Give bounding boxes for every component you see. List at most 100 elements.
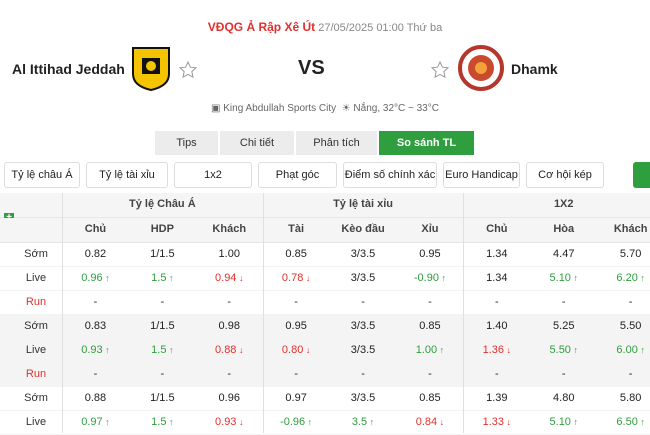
odds-cell: 1/1.5 bbox=[150, 320, 175, 332]
row-label: Sớm bbox=[24, 320, 48, 332]
away-team[interactable]: Dhamk bbox=[511, 61, 558, 77]
odds-cell: 0.82 bbox=[84, 248, 107, 260]
odds-cell: 0.93 bbox=[62, 339, 129, 362]
row-label: Sớm bbox=[24, 392, 48, 404]
venue-info: ▣ King Abdullah Sports City ☀ Nắng, 32°C… bbox=[211, 103, 439, 114]
favorite-star[interactable] bbox=[431, 61, 449, 79]
tabs: Tips Chi tiết Phân tích So sánh TL bbox=[155, 131, 474, 155]
odds-cell: - bbox=[495, 296, 499, 308]
odds-cell: 0.78 bbox=[263, 267, 330, 290]
filter-button[interactable]: Euro Handicap bbox=[443, 162, 520, 188]
column-header: Xỉu bbox=[421, 223, 439, 235]
odds-cell: 1.34 bbox=[486, 272, 508, 284]
group-header: Tỷ lệ Châu Á bbox=[129, 198, 196, 210]
odds-cell: - bbox=[294, 368, 298, 380]
filter-button[interactable]: 1x2 bbox=[174, 162, 252, 188]
weather: Nắng, 32°C ~ 33°C bbox=[353, 103, 439, 114]
odds-cell: 0.85 bbox=[285, 248, 307, 260]
odds-cell: - bbox=[294, 296, 298, 308]
league[interactable]: VĐQG Ả Rập Xê Út bbox=[207, 20, 316, 34]
odds-cell: - bbox=[428, 368, 432, 380]
odds-row: Run - - - - - - - - - bbox=[0, 363, 650, 387]
column-divider bbox=[262, 193, 264, 433]
odds-cell: 1.36 bbox=[463, 339, 530, 362]
row-label: Live bbox=[25, 416, 47, 428]
column-header: Khách bbox=[212, 223, 247, 235]
odds-cell: - bbox=[561, 368, 566, 380]
odds-cell: 0.96 bbox=[62, 267, 129, 290]
match-info: VĐQG Ả Rập Xê Út 27/05/2025 01:00 Thứ ba bbox=[0, 20, 650, 34]
row-label: Run bbox=[25, 368, 47, 380]
odds-cell: - bbox=[428, 296, 432, 308]
vs: VS bbox=[298, 57, 325, 79]
odds-cell: 1.5 bbox=[129, 267, 196, 290]
column-header: HDP bbox=[150, 223, 174, 235]
odds-cell: 0.80 bbox=[263, 339, 330, 362]
odds-cell: 5.50 bbox=[530, 339, 597, 362]
odds-row: Live 0.931.50.880.80 3/3.5 1.001.365.506.00 bbox=[0, 339, 650, 363]
odds-cell: 6.20 bbox=[597, 267, 650, 290]
odds-cell: 0.97 bbox=[285, 392, 307, 404]
odds-row: Sớm 0.88 1/1.5 0.96 0.97 3/3.5 0.85 1.39 4.80 5.8… bbox=[0, 387, 650, 411]
odds-cell: 1.39 bbox=[486, 392, 508, 404]
odds-cell: - bbox=[561, 296, 566, 308]
odds-cell: - bbox=[628, 368, 633, 380]
column-header: Khách bbox=[613, 223, 648, 235]
home-team[interactable]: Al Ittihad Jeddah bbox=[12, 61, 125, 77]
odds-cell: - bbox=[93, 296, 98, 308]
odds-cell: 0.96 bbox=[218, 392, 240, 404]
odds-cell: 6.50 bbox=[597, 411, 650, 434]
group-header: Tỷ lệ tài xỉu bbox=[333, 198, 393, 210]
odds-cell: 0.88 bbox=[84, 392, 107, 404]
favorite-star[interactable] bbox=[179, 61, 197, 79]
odds-cell: - bbox=[361, 368, 365, 380]
odds-cell: 1.40 bbox=[486, 320, 508, 332]
odds-cell: 1/1.5 bbox=[150, 392, 175, 404]
filter-button[interactable]: Tỷ lệ tài xỉu bbox=[86, 162, 168, 188]
odds-cell: 0.88 bbox=[196, 339, 263, 362]
tab[interactable]: Chi tiết bbox=[220, 131, 294, 155]
column-header: Tài bbox=[288, 223, 305, 235]
odds-cell: 3/3.5 bbox=[350, 392, 376, 404]
odds-cell: 1/1.5 bbox=[150, 248, 175, 260]
home-logo bbox=[132, 47, 170, 92]
filter-button[interactable]: Điểm số chính xác bbox=[343, 162, 437, 188]
away-logo bbox=[458, 45, 504, 91]
odds-cell: 4.80 bbox=[553, 392, 575, 404]
odds-cell: 5.50 bbox=[619, 320, 642, 332]
odds-row: Live 0.971.50.93-0.963.50.841.335.106.50 bbox=[0, 411, 650, 435]
odds-cell: - bbox=[628, 296, 633, 308]
odds-cell: 1.00 bbox=[397, 339, 464, 362]
odds-cell: -0.96 bbox=[263, 411, 330, 434]
odds-cell: - bbox=[160, 368, 165, 380]
odds-row: Sớm 0.83 1/1.5 0.98 0.95 3/3.5 0.85 1.40 5.25 5.5… bbox=[0, 315, 650, 339]
odds-cell: 1.00 bbox=[218, 248, 240, 260]
odds-cell: 3/3.5 bbox=[350, 248, 376, 260]
filter-button[interactable]: Phạt góc bbox=[258, 162, 337, 188]
odds-cell: 1.33 bbox=[463, 411, 530, 434]
filters: Tỷ lệ châu Á Tỷ lệ tài xỉu 1x2 Phạt góc Điểm… bbox=[4, 162, 604, 188]
odds-cell: 5.10 bbox=[530, 267, 597, 290]
column-header: Kèo đầu bbox=[341, 223, 385, 235]
tab[interactable]: Phân tích bbox=[296, 131, 377, 155]
tab[interactable]: Tips bbox=[155, 131, 218, 155]
odds-cell: 0.98 bbox=[218, 320, 240, 332]
odds-cell: 0.94 bbox=[196, 267, 263, 290]
odds-table: +Tỷ lệ Châu ÁTỷ lệ tài xỉu1X2ChủHDPKhách… bbox=[0, 193, 650, 435]
odds-cell: 0.97 bbox=[62, 411, 129, 434]
odds-cell: 0.93 bbox=[196, 411, 263, 434]
filter-button[interactable]: Tỷ lệ châu Á bbox=[4, 162, 80, 188]
odds-cell: - bbox=[160, 296, 165, 308]
green-button[interactable] bbox=[633, 162, 650, 188]
odds-cell: - bbox=[361, 296, 365, 308]
odds-row: Sớm 0.82 1/1.5 1.00 0.85 3/3.5 0.95 1.34 4.47 5.7… bbox=[0, 243, 650, 267]
odds-cell: 0.95 bbox=[419, 248, 441, 260]
odds-cell: 0.84 bbox=[397, 411, 464, 434]
odds-cell: 5.25 bbox=[553, 320, 575, 332]
filter-button[interactable]: Cơ hội kép bbox=[526, 162, 604, 188]
odds-cell: - bbox=[495, 368, 499, 380]
odds-cell: 0.83 bbox=[84, 320, 107, 332]
tab[interactable]: So sánh TL bbox=[379, 131, 474, 155]
